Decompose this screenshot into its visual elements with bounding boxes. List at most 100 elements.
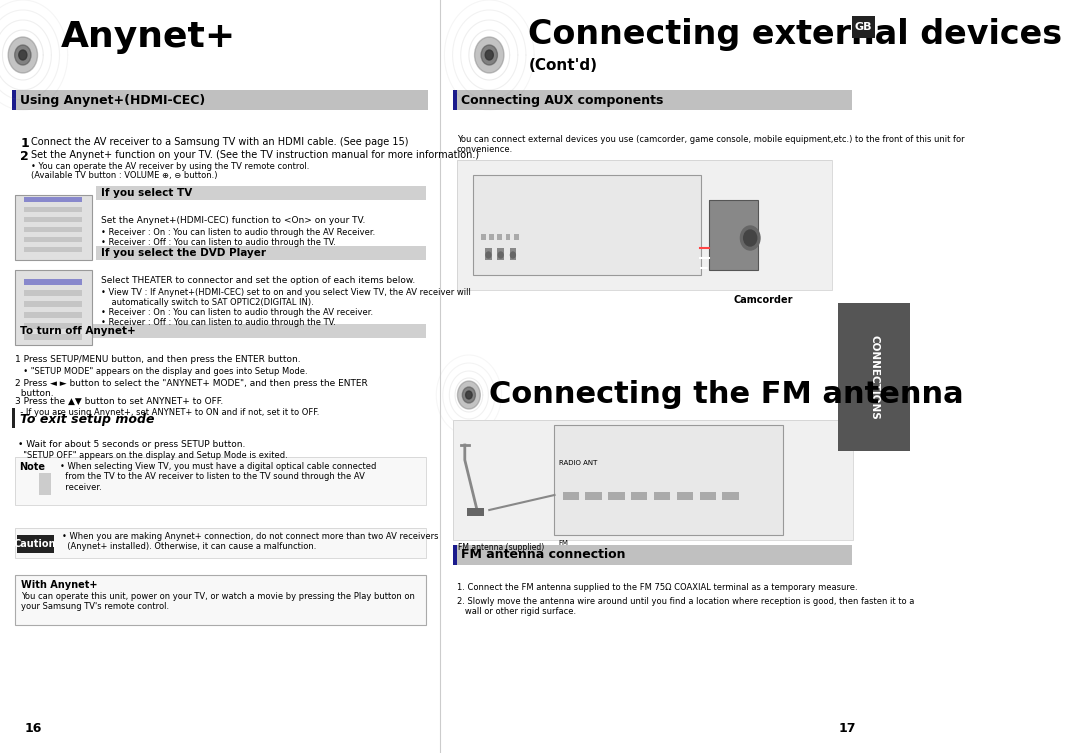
FancyBboxPatch shape	[852, 16, 875, 38]
FancyBboxPatch shape	[453, 545, 457, 565]
Text: • View TV : If Anynet+(HDMI-CEC) set to on and you select View TV, the AV receiv: • View TV : If Anynet+(HDMI-CEC) set to …	[102, 288, 471, 307]
Text: • Receiver : Off : You can listen to audio through the TV.: • Receiver : Off : You can listen to aud…	[102, 318, 336, 327]
FancyBboxPatch shape	[25, 279, 82, 285]
Text: • Receiver : On : You can listen to audio through the AV Receiver.: • Receiver : On : You can listen to audi…	[102, 228, 376, 237]
Text: • Wait for about 5 seconds or press SETUP button.: • Wait for about 5 seconds or press SETU…	[18, 440, 245, 449]
FancyBboxPatch shape	[498, 248, 504, 260]
Text: If you select the DVD Player: If you select the DVD Player	[102, 248, 266, 258]
Text: GB: GB	[854, 22, 873, 32]
FancyBboxPatch shape	[25, 334, 82, 340]
FancyBboxPatch shape	[468, 508, 484, 516]
FancyBboxPatch shape	[710, 200, 758, 270]
Text: FM: FM	[558, 540, 568, 546]
FancyBboxPatch shape	[12, 408, 15, 428]
FancyBboxPatch shape	[96, 186, 427, 200]
Text: • When selecting View TV, you must have a digital optical cable connected
  from: • When selecting View TV, you must have …	[59, 462, 376, 492]
Text: You can connect external devices you use (camcorder, game console, mobile equipm: You can connect external devices you use…	[457, 135, 964, 154]
Text: 1. Connect the FM antenna supplied to the FM 75Ω COAXIAL terminal as a temporary: 1. Connect the FM antenna supplied to th…	[457, 583, 858, 592]
FancyBboxPatch shape	[15, 575, 427, 625]
FancyBboxPatch shape	[25, 197, 82, 202]
FancyBboxPatch shape	[25, 301, 82, 307]
FancyBboxPatch shape	[453, 545, 852, 565]
Text: • Receiver : Off : You can listen to audio through the TV.: • Receiver : Off : You can listen to aud…	[102, 238, 336, 247]
FancyBboxPatch shape	[25, 312, 82, 318]
FancyBboxPatch shape	[25, 227, 82, 232]
FancyBboxPatch shape	[473, 175, 701, 275]
FancyBboxPatch shape	[12, 90, 16, 110]
Text: 2: 2	[21, 150, 29, 163]
Text: 3 Press the ▲▼ button to set ANYNET+ to OFF.: 3 Press the ▲▼ button to set ANYNET+ to …	[15, 397, 222, 406]
FancyBboxPatch shape	[39, 473, 52, 495]
FancyBboxPatch shape	[15, 528, 427, 558]
Text: Set the Anynet+(HDMI-CEC) function to <On> on your TV.: Set the Anynet+(HDMI-CEC) function to <O…	[102, 216, 365, 225]
FancyBboxPatch shape	[505, 234, 511, 240]
Circle shape	[458, 381, 481, 409]
FancyBboxPatch shape	[453, 90, 852, 110]
Text: You can operate this unit, power on your TV, or watch a movie by pressing the Pl: You can operate this unit, power on your…	[22, 592, 415, 611]
Text: 2 Press ◄ ► button to select the "ANYNET+ MODE", and then press the ENTER
  butt: 2 Press ◄ ► button to select the "ANYNET…	[15, 379, 367, 398]
Circle shape	[511, 252, 515, 258]
Text: 17: 17	[839, 722, 856, 735]
FancyBboxPatch shape	[585, 492, 602, 500]
Circle shape	[481, 45, 498, 65]
Text: Note: Note	[18, 462, 44, 472]
FancyBboxPatch shape	[25, 207, 82, 212]
Text: • You can operate the AV receiver by using the TV remote control.: • You can operate the AV receiver by usi…	[31, 162, 309, 171]
FancyBboxPatch shape	[17, 535, 54, 553]
Circle shape	[15, 45, 31, 65]
Text: • "SETUP MODE" appears on the display and goes into Setup Mode.: • "SETUP MODE" appears on the display an…	[18, 367, 308, 376]
Text: If you select TV: If you select TV	[102, 188, 192, 198]
FancyBboxPatch shape	[25, 279, 82, 285]
FancyBboxPatch shape	[25, 247, 82, 252]
FancyBboxPatch shape	[677, 492, 693, 500]
Circle shape	[465, 391, 472, 399]
Circle shape	[744, 230, 757, 246]
Circle shape	[498, 252, 503, 258]
Text: 1: 1	[21, 137, 29, 150]
FancyBboxPatch shape	[563, 492, 579, 500]
Text: To turn off Anynet+: To turn off Anynet+	[19, 326, 135, 336]
Text: Connecting the FM antenna: Connecting the FM antenna	[489, 380, 963, 409]
FancyBboxPatch shape	[654, 492, 671, 500]
FancyBboxPatch shape	[514, 234, 518, 240]
Text: (Available TV button : VOLUME ⊕, ⊖ button.): (Available TV button : VOLUME ⊕, ⊖ butto…	[31, 171, 217, 180]
FancyBboxPatch shape	[485, 248, 491, 260]
FancyBboxPatch shape	[15, 195, 92, 260]
Text: FM antenna connection: FM antenna connection	[461, 548, 625, 562]
Text: CONNECTIONS: CONNECTIONS	[869, 334, 879, 419]
Text: RADIO ANT: RADIO ANT	[558, 460, 597, 466]
FancyBboxPatch shape	[12, 90, 428, 110]
FancyBboxPatch shape	[454, 420, 853, 540]
FancyBboxPatch shape	[25, 217, 82, 222]
FancyBboxPatch shape	[25, 237, 82, 242]
FancyBboxPatch shape	[457, 160, 832, 290]
Text: - If you are using Anynet+, set ANYNET+ to ON and if not, set it to OFF.: - If you are using Anynet+, set ANYNET+ …	[15, 408, 319, 417]
FancyBboxPatch shape	[453, 90, 457, 110]
Text: Set the Anynet+ function on your TV. (See the TV instruction manual for more inf: Set the Anynet+ function on your TV. (Se…	[31, 150, 480, 160]
Text: FM antenna (supplied): FM antenna (supplied)	[458, 543, 544, 552]
FancyBboxPatch shape	[25, 197, 82, 202]
Text: Select THEATER to connector and set the option of each items below.: Select THEATER to connector and set the …	[102, 276, 416, 285]
Text: Connecting AUX components: Connecting AUX components	[461, 93, 663, 106]
Circle shape	[462, 387, 475, 403]
FancyBboxPatch shape	[15, 457, 427, 505]
Text: (Cont'd): (Cont'd)	[528, 58, 597, 73]
Text: Anynet+: Anynet+	[62, 20, 237, 54]
Circle shape	[741, 226, 760, 250]
Text: 1 Press SETUP/MENU button, and then press the ENTER button.: 1 Press SETUP/MENU button, and then pres…	[15, 355, 300, 364]
FancyBboxPatch shape	[15, 324, 427, 338]
Circle shape	[474, 37, 504, 73]
Text: With Anynet+: With Anynet+	[22, 580, 97, 590]
FancyBboxPatch shape	[608, 492, 624, 500]
FancyBboxPatch shape	[15, 270, 92, 345]
FancyBboxPatch shape	[498, 234, 502, 240]
Text: Caution: Caution	[14, 539, 56, 549]
FancyBboxPatch shape	[481, 234, 486, 240]
FancyBboxPatch shape	[96, 246, 427, 260]
Text: • Receiver : On : You can listen to audio through the AV receiver.: • Receiver : On : You can listen to audi…	[102, 308, 374, 317]
Text: 2. Slowly move the antenna wire around until you find a location where reception: 2. Slowly move the antenna wire around u…	[457, 597, 914, 617]
FancyBboxPatch shape	[631, 492, 647, 500]
Circle shape	[18, 50, 27, 60]
Circle shape	[486, 252, 491, 258]
Circle shape	[485, 50, 494, 60]
